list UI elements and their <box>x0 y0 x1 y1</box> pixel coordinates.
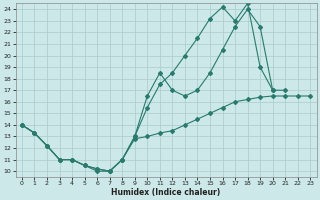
X-axis label: Humidex (Indice chaleur): Humidex (Indice chaleur) <box>111 188 221 197</box>
